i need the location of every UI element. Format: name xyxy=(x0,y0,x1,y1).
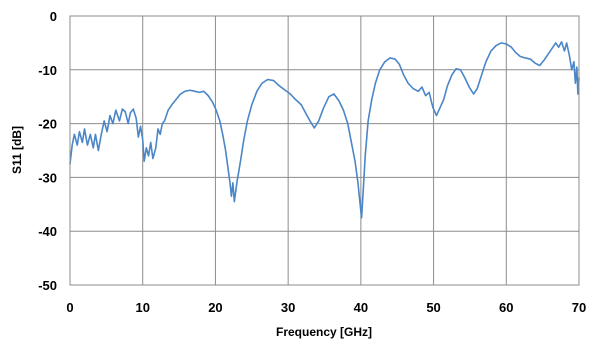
y-tick-label: -30 xyxy=(38,170,57,185)
series-layer xyxy=(69,41,580,219)
y-tick-label: -10 xyxy=(38,63,57,78)
y-tick-label: -20 xyxy=(38,117,57,132)
x-tick-label: 10 xyxy=(135,300,149,315)
x-tick-label: 60 xyxy=(499,300,513,315)
s11-series-line xyxy=(69,41,580,219)
x-tick-label: 50 xyxy=(426,300,440,315)
plot-border-layer xyxy=(69,15,580,286)
y-tick-label: 0 xyxy=(50,9,57,24)
y-axis-title: S11 [dB] xyxy=(10,126,24,174)
x-tick-label: 20 xyxy=(208,300,222,315)
x-tick-label: 30 xyxy=(281,300,295,315)
x-tick-label: 70 xyxy=(572,300,586,315)
y-tick-label: -50 xyxy=(38,278,57,293)
y-tick-labels: 0 -10 -20 -30 -40 -50 xyxy=(38,9,57,293)
x-tick-label: 0 xyxy=(66,300,73,315)
x-axis-title: Frequency [GHz] xyxy=(276,325,372,339)
x-tick-labels: 0 10 20 30 40 50 60 70 xyxy=(66,300,586,315)
plot-area-border xyxy=(69,15,580,286)
x-tick-label: 40 xyxy=(354,300,368,315)
y-tick-label: -40 xyxy=(38,224,57,239)
